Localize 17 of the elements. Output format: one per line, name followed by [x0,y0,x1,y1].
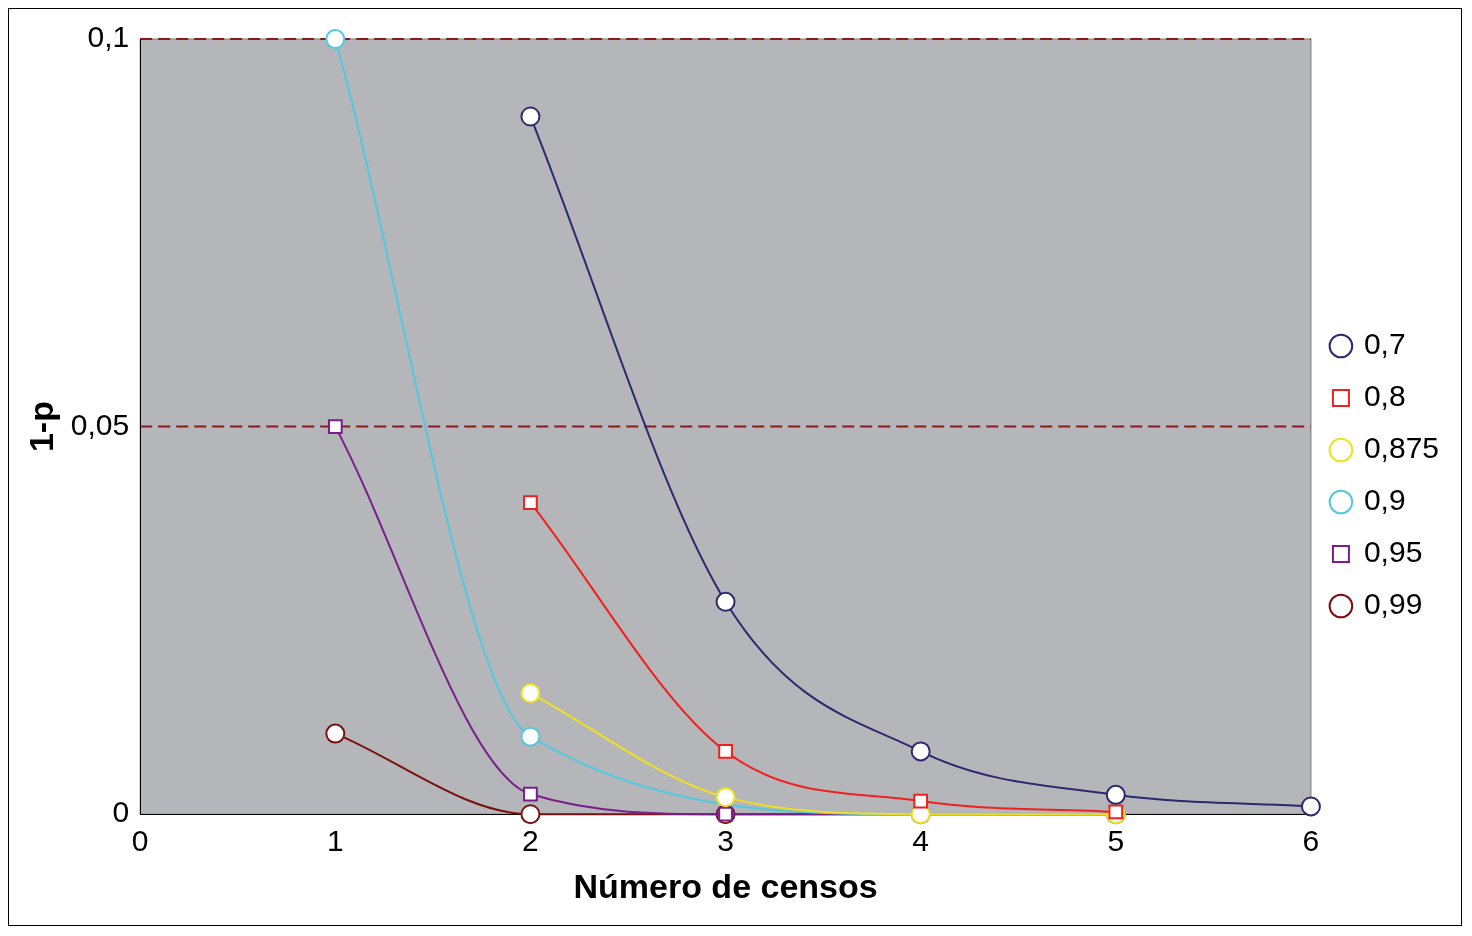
y-tick-label: 0 [112,795,130,829]
legend-label: 0,875 [1363,431,1439,465]
legend-label: 0,95 [1363,535,1423,569]
x-tick-label: 5 [1107,824,1125,858]
x-tick-label: 4 [912,824,930,858]
x-tick-label: 1 [326,824,344,858]
x-tick-label: 3 [717,824,734,858]
y-tick-label: 0,1 [87,20,130,54]
legend-label: 0,9 [1363,483,1406,517]
x-tick-label: 2 [522,824,539,858]
y-tick-label: 0,05 [70,407,130,441]
x-tick-label: 6 [1302,824,1320,858]
y-axis-title: 1-p [21,401,60,453]
legend-label: 0,99 [1363,587,1423,621]
legend-label: 0,7 [1363,327,1406,361]
x-axis-title: Número de censos [573,866,878,905]
legend-label: 0,8 [1363,379,1406,413]
